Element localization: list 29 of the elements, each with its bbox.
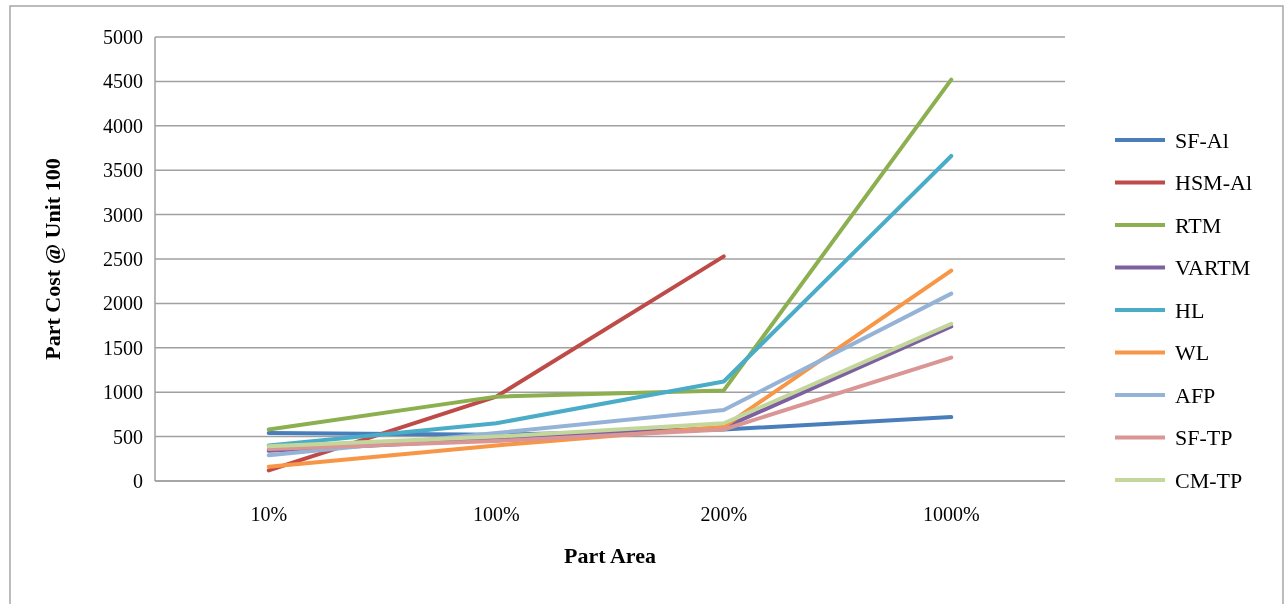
x-tick-label: 200% <box>700 503 748 525</box>
x-tick-label: 10% <box>250 503 288 525</box>
legend-label: AFP <box>1175 382 1216 408</box>
y-tick-label: 3500 <box>103 159 143 182</box>
y-tick-label: 4000 <box>103 114 143 137</box>
legend-label: HSM-Al <box>1175 170 1253 196</box>
x-axis-title: Part Area <box>564 543 656 568</box>
y-axis-title: Part Cost @ Unit 100 <box>40 158 65 360</box>
line-series <box>266 355 954 452</box>
y-tick-label: 500 <box>113 425 143 448</box>
y-tick-label: 3000 <box>103 203 143 226</box>
legend-label: RTM <box>1175 212 1222 238</box>
y-tick-label: 2000 <box>103 292 143 315</box>
legend-label: SF-TP <box>1175 425 1233 451</box>
y-tick-label: 2500 <box>103 248 143 270</box>
y-tick-label: 1500 <box>103 336 143 359</box>
x-tick-label: 1000% <box>922 503 980 525</box>
line-series <box>266 153 954 448</box>
legend-label: VARTM <box>1175 255 1251 281</box>
legend-label: HL <box>1175 297 1205 323</box>
y-tick-label: 5000 <box>103 26 143 48</box>
legend-label: WL <box>1175 340 1210 366</box>
y-tick-label: 0 <box>133 470 143 492</box>
line-series <box>266 77 954 432</box>
y-tick-label: 1000 <box>103 381 143 404</box>
legend-label: CM-TP <box>1175 467 1243 493</box>
x-tick-label: 100% <box>472 503 520 525</box>
y-tick-label: 4500 <box>103 70 143 93</box>
legend-label: SF-Al <box>1175 127 1229 153</box>
